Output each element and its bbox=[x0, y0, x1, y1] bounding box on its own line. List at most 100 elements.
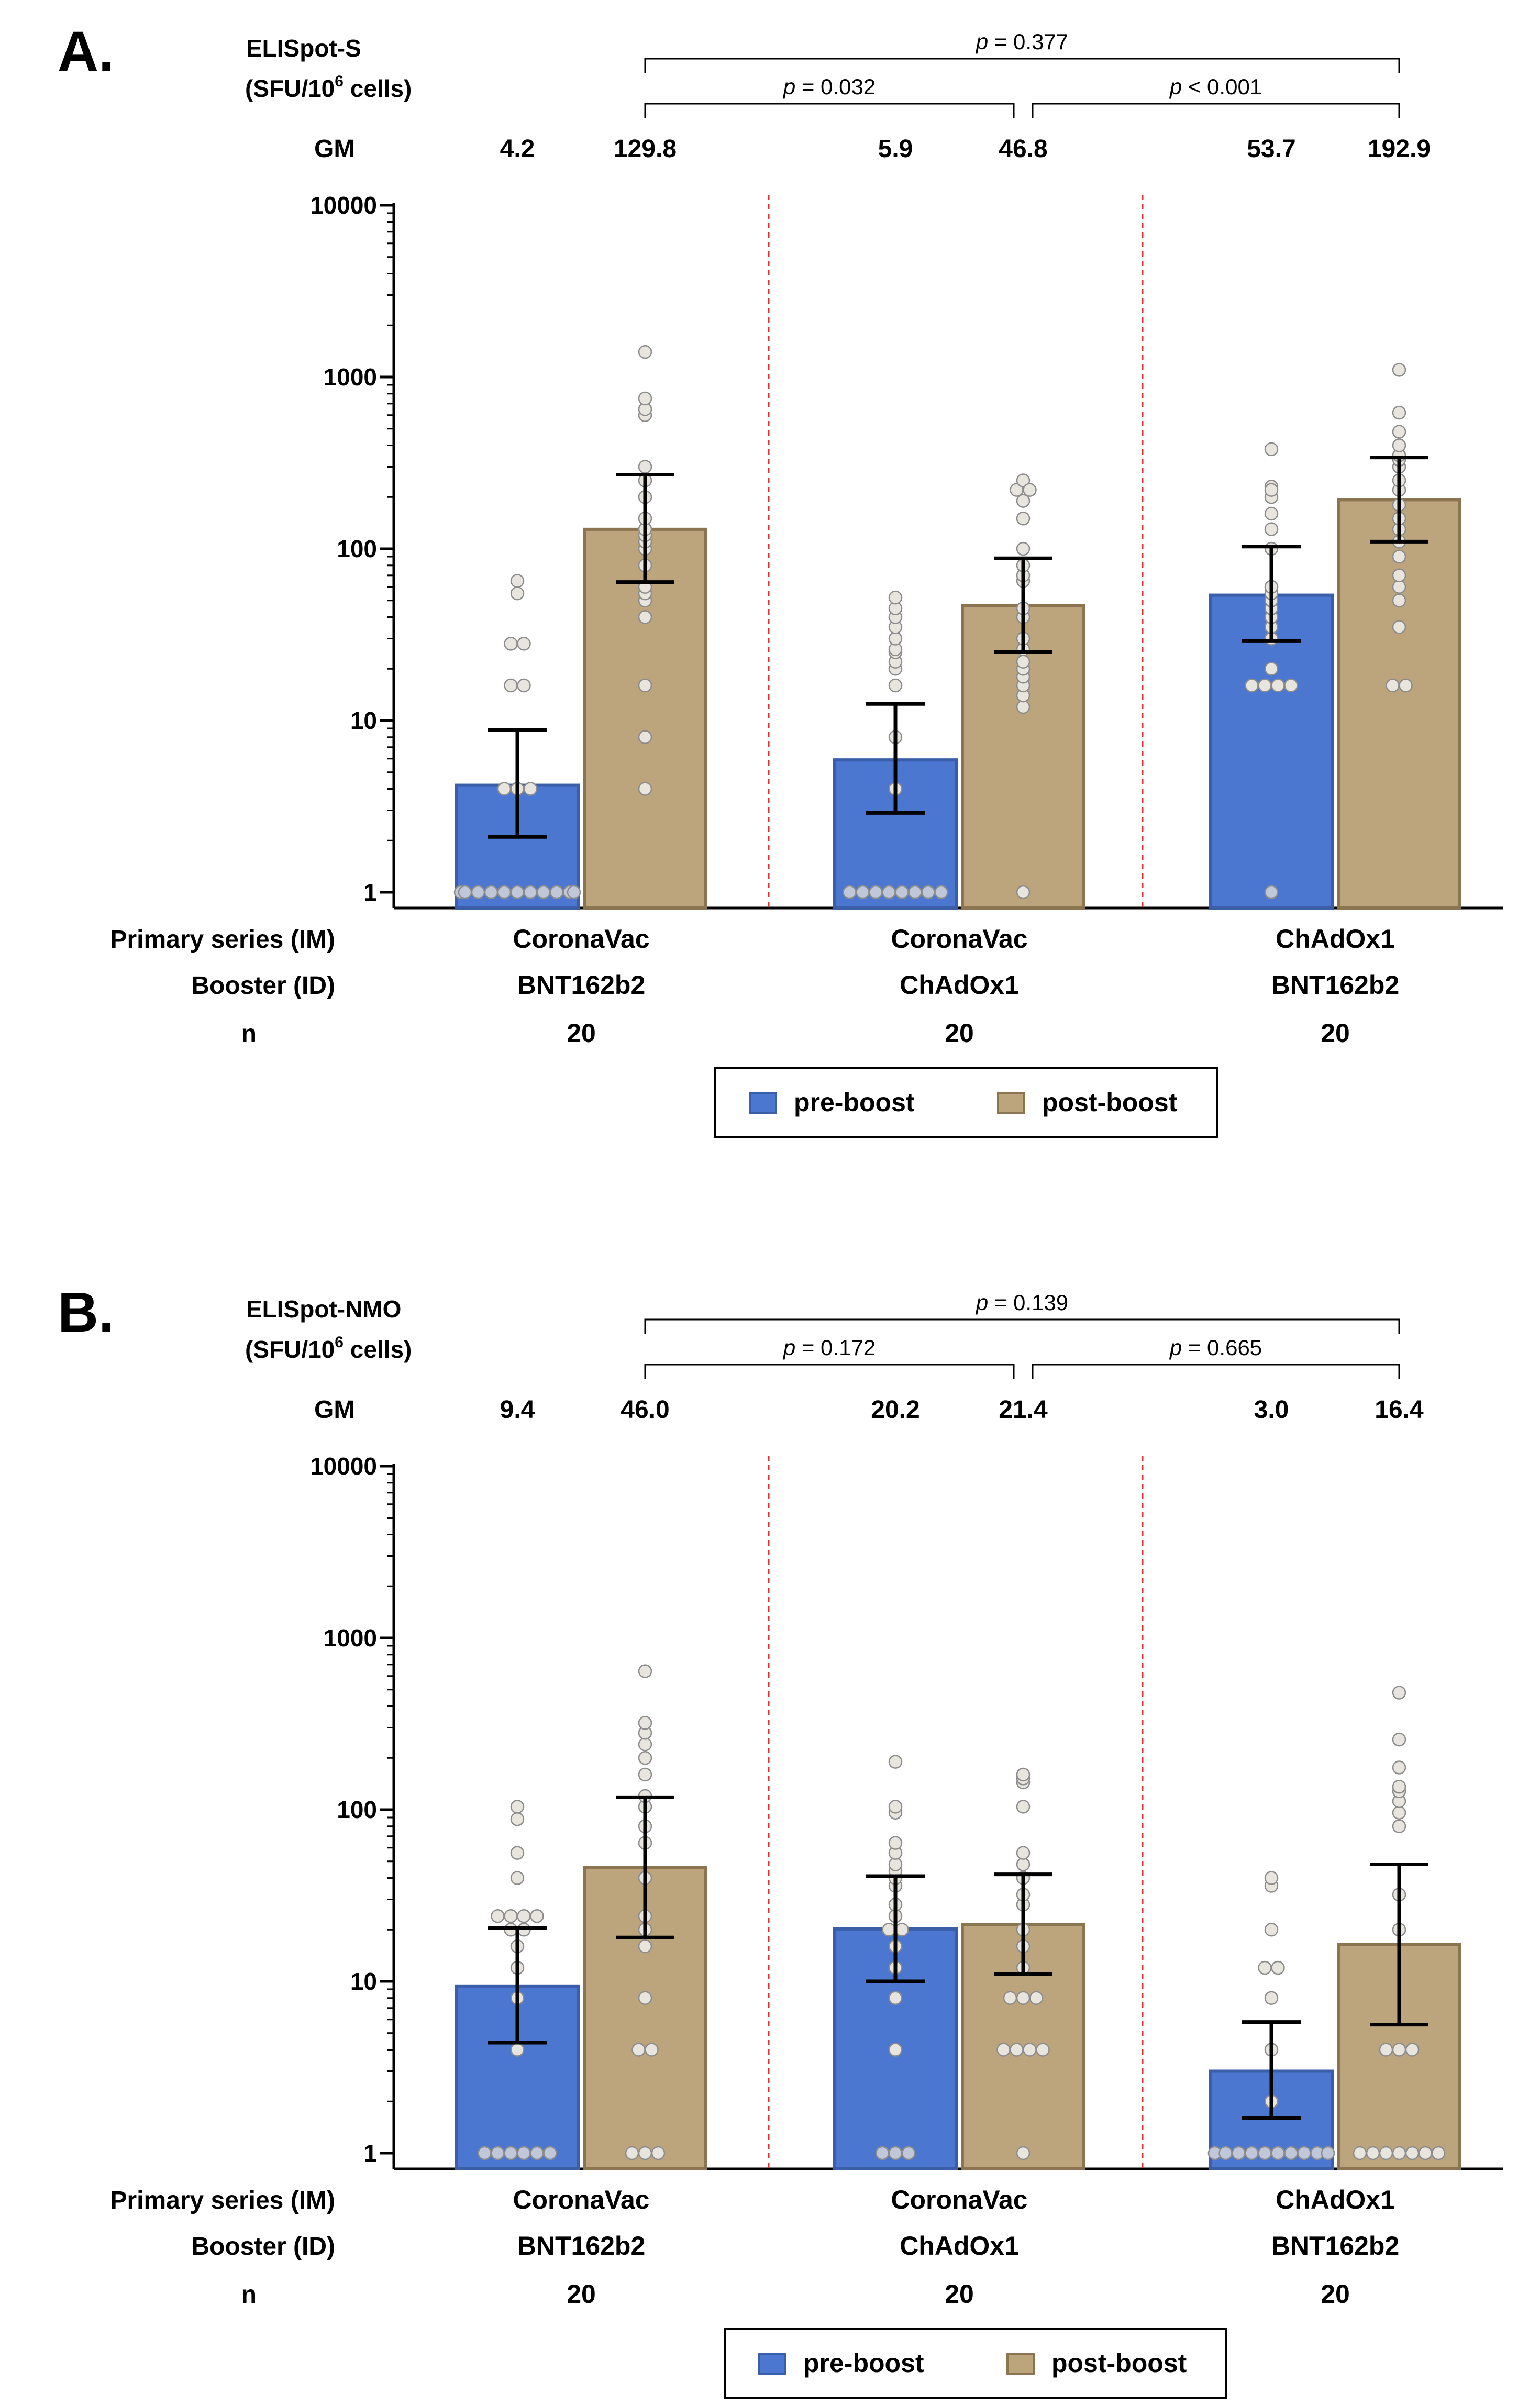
legend-label-post: post-boost bbox=[1051, 2348, 1187, 2378]
data-point bbox=[1392, 1805, 1406, 1820]
p-value-label: p = 0.377 bbox=[975, 29, 1068, 54]
data-point bbox=[651, 2146, 666, 2160]
data-point bbox=[510, 885, 525, 900]
data-point bbox=[1264, 442, 1279, 457]
data-point bbox=[510, 2043, 525, 2057]
data-point bbox=[1321, 2146, 1335, 2160]
row-label-booster: Booster (ID) bbox=[191, 2233, 335, 2260]
legend-box bbox=[724, 2328, 1227, 2399]
data-point bbox=[1010, 2043, 1024, 2057]
comparison-bracket bbox=[1032, 1364, 1400, 1379]
data-point bbox=[1232, 2146, 1246, 2160]
data-point bbox=[1218, 2146, 1233, 2160]
group-booster: BNT162b2 bbox=[1271, 970, 1400, 1000]
group-n: 20 bbox=[1321, 1018, 1350, 1048]
data-point bbox=[471, 885, 485, 900]
data-point bbox=[1271, 2146, 1285, 2160]
comparison-bracket bbox=[644, 103, 1015, 118]
y-tick-label: 10000 bbox=[310, 192, 377, 219]
group-n: 20 bbox=[945, 2279, 974, 2309]
data-point bbox=[888, 678, 903, 693]
data-point bbox=[638, 1737, 652, 1752]
data-point bbox=[888, 2146, 903, 2160]
data-point bbox=[1392, 593, 1406, 607]
data-point bbox=[1264, 1871, 1279, 1885]
data-point bbox=[510, 1812, 525, 1826]
data-point bbox=[888, 1800, 903, 1814]
data-point bbox=[1392, 405, 1406, 420]
data-point bbox=[1264, 522, 1279, 536]
data-point bbox=[1258, 678, 1272, 693]
data-point bbox=[843, 885, 857, 900]
data-point bbox=[1431, 2146, 1446, 2160]
data-point bbox=[888, 1991, 903, 2005]
data-point bbox=[856, 885, 870, 900]
data-point bbox=[478, 2146, 492, 2160]
data-point bbox=[567, 885, 581, 900]
data-point bbox=[1245, 2146, 1259, 2160]
data-point bbox=[504, 2146, 518, 2160]
group-primary: CoronaVac bbox=[891, 2185, 1027, 2214]
data-point bbox=[517, 1923, 531, 1937]
gm-value-pre: 53.7 bbox=[1247, 135, 1295, 163]
data-point bbox=[458, 885, 472, 900]
data-point bbox=[638, 610, 652, 624]
data-point bbox=[888, 631, 903, 646]
data-point bbox=[504, 1923, 518, 1937]
gm-value-pre: 4.2 bbox=[500, 135, 535, 163]
data-point bbox=[1366, 2146, 1380, 2160]
data-point bbox=[1016, 541, 1031, 556]
data-point bbox=[1405, 2043, 1420, 2057]
data-point bbox=[523, 782, 538, 796]
group-primary: ChAdOx1 bbox=[1276, 924, 1395, 954]
gm-value-pre: 3.0 bbox=[1254, 1396, 1289, 1424]
data-point bbox=[530, 1909, 544, 1923]
data-point bbox=[1016, 885, 1031, 900]
data-point bbox=[510, 586, 525, 601]
gm-value-post: 46.8 bbox=[999, 135, 1047, 163]
y-axis-title: ELISpot-NMO bbox=[246, 1295, 401, 1323]
data-point bbox=[1379, 2146, 1393, 2160]
data-point bbox=[645, 2043, 659, 2057]
data-point bbox=[484, 885, 498, 900]
group-booster: ChAdOx1 bbox=[900, 2231, 1019, 2260]
p-value-label: p = 0.139 bbox=[975, 1290, 1068, 1315]
p-value-label: p < 0.001 bbox=[1169, 74, 1262, 99]
data-point bbox=[1264, 506, 1279, 521]
comparison-bracket bbox=[644, 1364, 1015, 1379]
legend-swatch-post bbox=[997, 1092, 1025, 1114]
legend-label-pre: pre-boost bbox=[794, 1088, 915, 1117]
y-tick-label: 100 bbox=[337, 1796, 377, 1823]
data-point bbox=[1264, 1923, 1279, 1937]
data-point bbox=[882, 1923, 896, 1937]
panel-letter: A. bbox=[58, 19, 114, 83]
data-point bbox=[1016, 2146, 1031, 2160]
legend-swatch-pre bbox=[758, 2353, 786, 2375]
p-value-label: p = 0.032 bbox=[782, 74, 876, 99]
data-point bbox=[510, 1800, 525, 1814]
data-point bbox=[549, 885, 564, 900]
row-label-n: n bbox=[241, 2281, 257, 2309]
p-value-label: p = 0.665 bbox=[1169, 1335, 1262, 1360]
group-booster: BNT162b2 bbox=[1271, 2231, 1400, 2260]
group-n: 20 bbox=[567, 1018, 596, 1048]
data-point bbox=[1029, 1991, 1044, 2005]
data-point bbox=[1271, 1960, 1285, 1975]
data-point bbox=[1392, 438, 1406, 452]
data-point bbox=[1016, 473, 1031, 487]
y-tick-label: 100 bbox=[337, 535, 377, 562]
y-tick-label: 1 bbox=[363, 879, 377, 906]
data-point bbox=[888, 590, 903, 605]
y-tick-label: 10000 bbox=[310, 1453, 377, 1480]
data-point bbox=[638, 391, 652, 406]
data-point bbox=[504, 678, 518, 693]
gm-value-pre: 5.9 bbox=[878, 135, 913, 163]
data-point bbox=[1392, 2146, 1406, 2160]
data-point bbox=[638, 345, 652, 359]
data-point bbox=[1036, 2043, 1050, 2057]
data-point bbox=[1016, 1800, 1031, 1814]
comparison-bracket bbox=[644, 58, 1400, 73]
data-point bbox=[888, 2043, 903, 2057]
data-point bbox=[638, 1751, 652, 1765]
